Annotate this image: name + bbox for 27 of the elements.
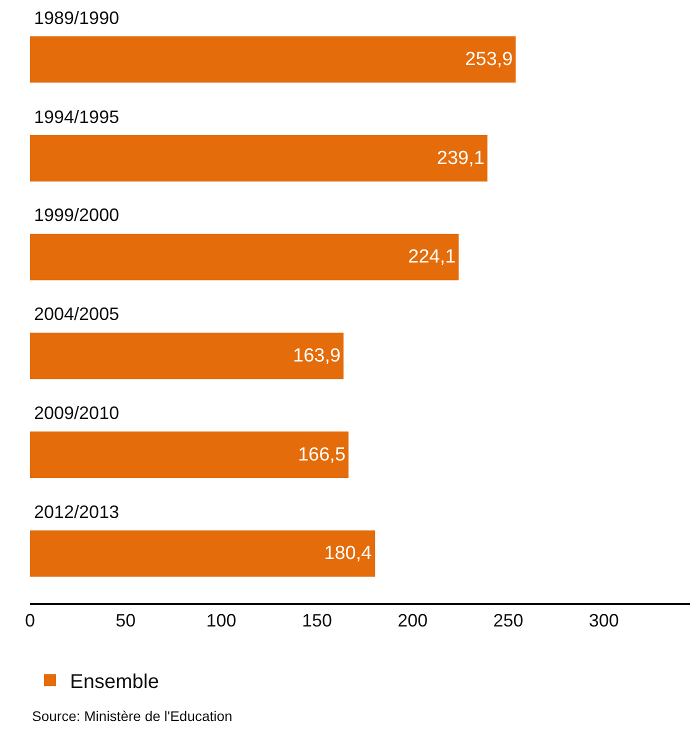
source-note: Source: Ministère de l'Education	[32, 708, 232, 724]
x-tick-label: 300	[588, 610, 619, 631]
text: 180,4	[324, 543, 372, 564]
text: 163,9	[293, 345, 341, 366]
bar	[30, 234, 459, 280]
y-tick-label: 2004/2005	[34, 304, 120, 324]
text: 166,5	[298, 444, 346, 466]
y-tick-label: 1999/2000	[34, 205, 120, 225]
text: 253,9	[465, 48, 513, 70]
y-tick-label: 2009/2010	[34, 403, 120, 423]
text: 224,1	[408, 246, 456, 268]
y-tick-label: 2012/2013	[34, 502, 120, 522]
x-tick-label: 0	[24, 610, 36, 631]
x-tick-label: 150	[302, 610, 332, 631]
y-tick-label: 1994/1995	[34, 107, 120, 127]
text: 239,1	[436, 148, 484, 169]
bar	[30, 432, 349, 478]
bar	[30, 530, 376, 577]
x-tick-label: 250	[493, 610, 524, 631]
bar	[30, 135, 488, 182]
y-tick-label: 1989/1990	[34, 8, 120, 28]
bar	[30, 36, 516, 83]
bar	[30, 332, 344, 380]
x-tick-label: 100	[206, 610, 236, 631]
x-tick-label: 50	[116, 610, 136, 631]
x-tick-label: 200	[398, 610, 428, 631]
legend-label: Ensemble	[70, 670, 159, 693]
